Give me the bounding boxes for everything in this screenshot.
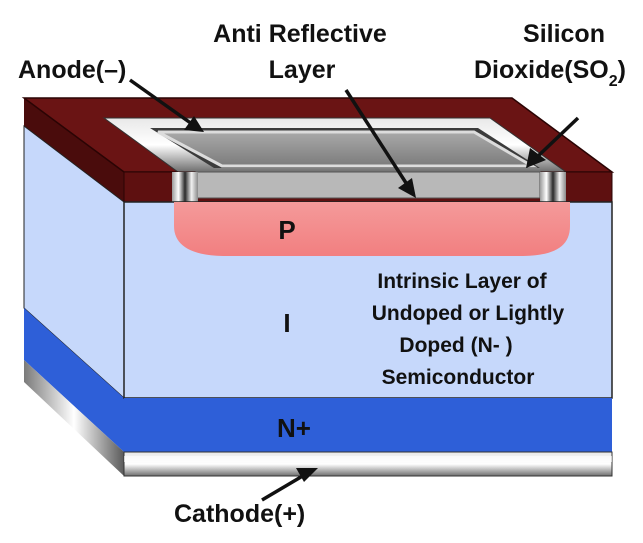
front-anode-left — [172, 172, 198, 202]
cathode-contact — [123, 451, 613, 477]
cathode-label: Cathode(+) — [174, 500, 305, 528]
arc-label-line2: Layer — [269, 56, 336, 84]
sio2-label-line2: Dioxide(SO2) — [474, 56, 626, 90]
sio2-label-line1: Silicon — [523, 20, 605, 48]
side-cathode-face — [24, 360, 124, 476]
anode-contact — [102, 117, 568, 197]
side-n-face — [24, 308, 124, 452]
intrinsic-desc-line4: Semiconductor — [382, 366, 535, 389]
p-region-label: P — [278, 215, 295, 245]
cathode-contact-shine — [124, 456, 612, 462]
arc-label-line1: Anti Reflective — [213, 20, 387, 48]
sio2-arrow — [534, 116, 580, 160]
intrinsic-desc-line3: Doped (N- ) — [399, 334, 512, 357]
front-arc-strip — [195, 171, 541, 199]
pointer-arrows — [128, 78, 580, 502]
p-region — [174, 202, 570, 256]
intrinsic-desc-line1: Intrinsic Layer of — [377, 270, 547, 293]
sio2-arrow-head — [526, 148, 546, 168]
intrinsic-desc-line2: Undoped or Lightly — [372, 302, 565, 325]
left-side-face — [23, 98, 125, 476]
front-anode-right — [540, 172, 566, 202]
i-region-label: I — [283, 308, 290, 338]
anode-arrow-head — [184, 116, 204, 132]
side-oxide-face — [24, 98, 124, 202]
cathode-arrow-head — [296, 468, 318, 482]
n-plus-region — [124, 398, 612, 452]
arc-arrow-head — [398, 178, 416, 198]
sio2-close: ) — [618, 56, 626, 84]
anti-reflective-layer — [157, 130, 538, 168]
n-region-label: N+ — [277, 413, 311, 443]
anode-label: Anode(–) — [18, 56, 126, 84]
sio2-main: Dioxide(SO — [474, 56, 609, 84]
arc-arrow — [344, 89, 410, 187]
cathode-arrow — [261, 472, 307, 502]
anode-arrow — [128, 78, 194, 126]
sio2-subscript: 2 — [609, 73, 618, 90]
